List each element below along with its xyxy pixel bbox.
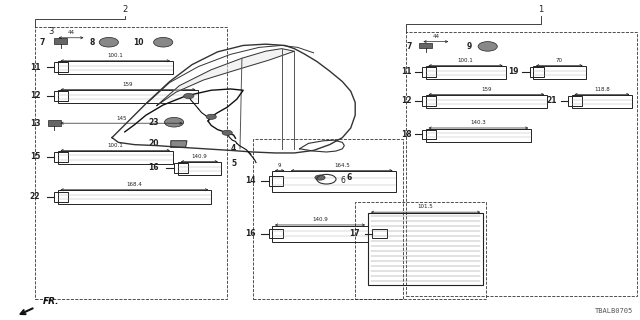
Bar bbox=[272, 171, 396, 192]
Bar bbox=[58, 151, 173, 164]
Text: 23: 23 bbox=[148, 118, 159, 127]
Circle shape bbox=[315, 175, 325, 180]
Bar bbox=[422, 130, 436, 139]
Circle shape bbox=[184, 93, 194, 99]
Bar bbox=[48, 120, 61, 126]
Text: 16: 16 bbox=[246, 229, 256, 238]
Bar bbox=[253, 139, 403, 299]
Text: 22: 22 bbox=[30, 192, 40, 201]
Text: 168.4: 168.4 bbox=[127, 182, 142, 187]
Text: 15: 15 bbox=[30, 152, 40, 161]
Text: 1: 1 bbox=[538, 5, 543, 14]
Text: 118.8: 118.8 bbox=[594, 87, 610, 92]
Polygon shape bbox=[171, 141, 187, 147]
Bar bbox=[54, 38, 67, 44]
Text: 3: 3 bbox=[48, 27, 53, 36]
Bar bbox=[272, 226, 368, 242]
Text: 10: 10 bbox=[134, 38, 144, 47]
Text: 100.1: 100.1 bbox=[458, 58, 474, 63]
Text: 13: 13 bbox=[30, 119, 40, 128]
Bar bbox=[530, 67, 544, 77]
Text: 12: 12 bbox=[401, 96, 412, 105]
Text: 5: 5 bbox=[231, 159, 236, 168]
Bar bbox=[372, 229, 387, 238]
Text: TBALB0705: TBALB0705 bbox=[595, 308, 634, 314]
Text: 164.5: 164.5 bbox=[334, 163, 349, 168]
Circle shape bbox=[164, 117, 184, 127]
Text: 100.1: 100.1 bbox=[108, 143, 123, 148]
Bar bbox=[58, 90, 198, 103]
Bar bbox=[174, 163, 188, 173]
Text: 70: 70 bbox=[556, 58, 563, 63]
Text: 140.3: 140.3 bbox=[470, 120, 486, 125]
Bar bbox=[426, 95, 547, 108]
Bar bbox=[58, 190, 211, 204]
Text: 101.5: 101.5 bbox=[418, 204, 433, 209]
Circle shape bbox=[99, 37, 118, 47]
Text: 11: 11 bbox=[30, 63, 40, 72]
Text: 8: 8 bbox=[90, 38, 95, 47]
Text: 44: 44 bbox=[433, 34, 439, 39]
Bar bbox=[54, 91, 68, 101]
Text: 159: 159 bbox=[123, 82, 133, 87]
Text: 140.9: 140.9 bbox=[191, 154, 207, 159]
Text: 7: 7 bbox=[406, 42, 412, 51]
Bar bbox=[419, 43, 432, 48]
Bar bbox=[406, 32, 637, 296]
Text: 44: 44 bbox=[68, 30, 74, 35]
Bar bbox=[35, 27, 227, 299]
Text: 6: 6 bbox=[340, 176, 346, 185]
Bar bbox=[533, 66, 586, 79]
Bar bbox=[426, 66, 506, 79]
Bar bbox=[178, 162, 221, 175]
Text: 159: 159 bbox=[481, 87, 492, 92]
Bar bbox=[368, 213, 483, 285]
Text: 140.9: 140.9 bbox=[312, 217, 328, 222]
Bar bbox=[54, 62, 68, 72]
Text: 14: 14 bbox=[246, 176, 256, 185]
Bar bbox=[572, 95, 632, 108]
Bar bbox=[54, 152, 68, 162]
Bar bbox=[269, 229, 283, 238]
Bar bbox=[269, 176, 283, 186]
Bar bbox=[355, 202, 486, 299]
Circle shape bbox=[478, 42, 497, 51]
Text: 21: 21 bbox=[547, 96, 557, 105]
Text: 19: 19 bbox=[508, 68, 518, 76]
Bar bbox=[54, 192, 68, 202]
Circle shape bbox=[206, 114, 216, 119]
Text: 16: 16 bbox=[148, 164, 159, 172]
Circle shape bbox=[154, 37, 173, 47]
Circle shape bbox=[222, 130, 232, 135]
Text: FR.: FR. bbox=[43, 297, 60, 306]
Text: 4: 4 bbox=[231, 144, 236, 153]
Text: 12: 12 bbox=[30, 92, 40, 100]
Polygon shape bbox=[157, 49, 294, 106]
Bar bbox=[422, 96, 436, 106]
Text: 18: 18 bbox=[401, 130, 412, 139]
Text: 100.1: 100.1 bbox=[108, 53, 123, 58]
Text: 145: 145 bbox=[116, 116, 127, 121]
Text: 2: 2 bbox=[122, 5, 127, 14]
Bar bbox=[58, 61, 173, 74]
Bar bbox=[426, 129, 531, 142]
Text: 17: 17 bbox=[349, 229, 360, 238]
Text: 9: 9 bbox=[278, 163, 282, 168]
Text: 6: 6 bbox=[346, 173, 351, 182]
Text: 7: 7 bbox=[40, 38, 45, 47]
Bar bbox=[568, 96, 582, 106]
Text: 9: 9 bbox=[467, 42, 472, 51]
Bar bbox=[422, 67, 436, 77]
Text: 11: 11 bbox=[401, 68, 412, 76]
Text: 20: 20 bbox=[148, 140, 159, 148]
